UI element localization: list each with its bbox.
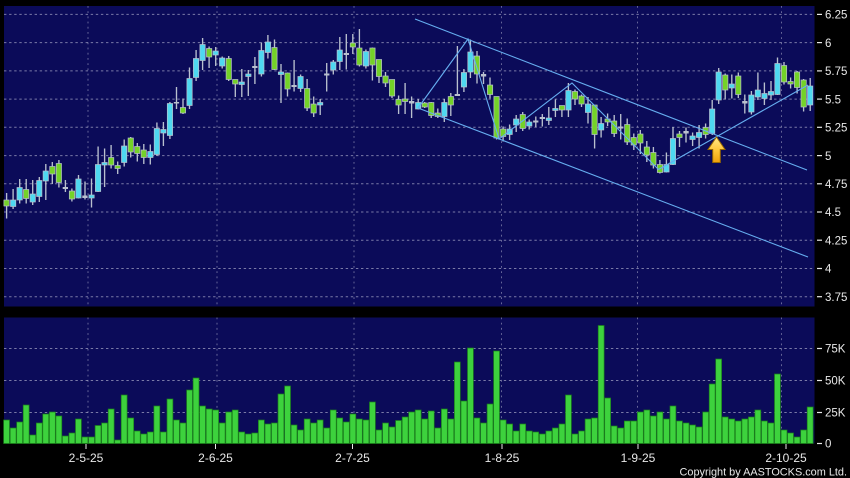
- svg-text:2-10-25: 2-10-25: [765, 451, 807, 465]
- svg-text:1-8-25: 1-8-25: [485, 451, 520, 465]
- svg-text:6: 6: [825, 38, 831, 50]
- svg-text:4.5: 4.5: [825, 207, 841, 219]
- svg-text:1-9-25: 1-9-25: [621, 451, 656, 465]
- svg-text:Copyright by AASTOCKS.com Ltd.: Copyright by AASTOCKS.com Ltd.: [680, 467, 847, 478]
- svg-text:3.75: 3.75: [825, 292, 847, 304]
- svg-text:6.25: 6.25: [825, 10, 847, 22]
- svg-text:75K: 75K: [825, 344, 846, 356]
- svg-text:4.75: 4.75: [825, 179, 847, 191]
- svg-text:5.75: 5.75: [825, 66, 847, 78]
- svg-text:2-7-25: 2-7-25: [335, 451, 370, 465]
- svg-text:2-5-25: 2-5-25: [69, 451, 104, 465]
- svg-text:5.5: 5.5: [825, 94, 841, 106]
- svg-text:4.25: 4.25: [825, 235, 847, 247]
- svg-text:5: 5: [825, 151, 831, 163]
- svg-text:25K: 25K: [825, 408, 846, 420]
- svg-text:50K: 50K: [825, 376, 846, 388]
- svg-text:5.25: 5.25: [825, 123, 847, 135]
- svg-text:0: 0: [825, 439, 831, 451]
- svg-text:2-6-25: 2-6-25: [198, 451, 233, 465]
- svg-text:4: 4: [825, 264, 832, 276]
